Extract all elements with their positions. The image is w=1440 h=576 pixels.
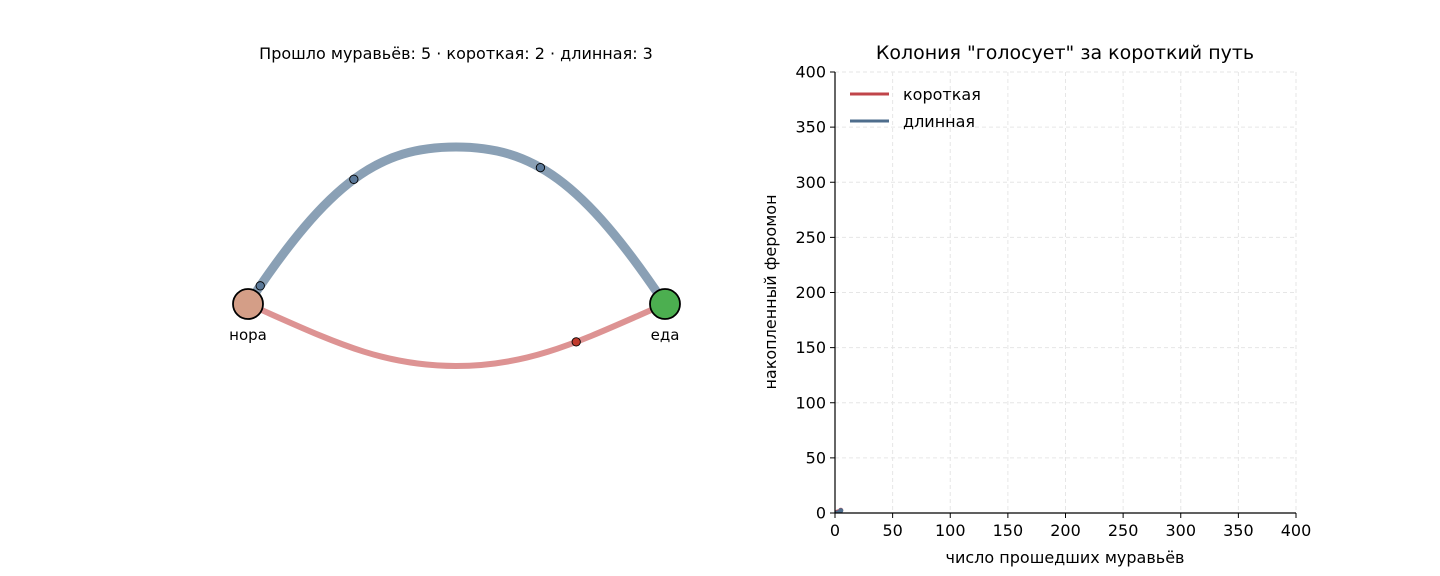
x-tick-label: 400 — [1281, 521, 1312, 540]
chart-series — [834, 507, 844, 514]
legend-label-1: длинная — [903, 112, 975, 131]
legend-label-0: короткая — [903, 85, 981, 104]
simulation-status-text: Прошло муравьёв: 5 · короткая: 2 · длинн… — [259, 44, 653, 63]
x-tick-label: 50 — [882, 521, 902, 540]
simulation-panel: Прошло муравьёв: 5 · короткая: 2 · длинн… — [229, 44, 681, 370]
nest-node — [232, 288, 264, 320]
y-ticks: 0 50 100 150 200 250 300 350 400 — [795, 63, 835, 523]
x-tick-label: 350 — [1223, 521, 1254, 540]
x-ticks: 0 50 100 150 200 250 300 350 400 — [830, 513, 1311, 540]
x-tick-label: 300 — [1165, 521, 1196, 540]
chart-title: Колония "голосует" за короткий путь — [876, 42, 1254, 64]
long-path — [243, 142, 670, 309]
ant-short-path-0 — [571, 337, 581, 347]
y-tick-label: 350 — [795, 118, 826, 137]
chart-legend: короткая длинная — [850, 85, 981, 131]
x-tick-label: 200 — [1050, 521, 1081, 540]
y-tick-label: 100 — [795, 393, 826, 412]
chart-grid — [835, 71, 1297, 513]
ant-long-path-0 — [255, 281, 265, 291]
short-path — [245, 301, 668, 370]
x-axis-label: число прошедших муравьёв — [946, 548, 1185, 567]
y-tick-label: 300 — [795, 173, 826, 192]
x-tick-label: 100 — [935, 521, 966, 540]
y-tick-label: 400 — [795, 63, 826, 82]
y-tick-label: 50 — [806, 448, 826, 467]
series-endpoint-1 — [838, 508, 844, 514]
y-axis-label: накопленный феромон — [761, 194, 780, 389]
y-tick-label: 0 — [816, 504, 826, 523]
x-tick-label: 250 — [1108, 521, 1139, 540]
y-tick-label: 200 — [795, 283, 826, 302]
pheromone-chart: Колония "голосует" за короткий путь 0 50 1… — [761, 42, 1311, 567]
y-tick-label: 250 — [795, 228, 826, 247]
x-tick-label: 150 — [993, 521, 1024, 540]
ant-long-path-2 — [535, 162, 546, 173]
ants-layer — [255, 162, 581, 347]
x-tick-label: 0 — [830, 521, 840, 540]
ant-long-path-1 — [349, 174, 359, 184]
food-label: еда — [651, 326, 680, 344]
y-tick-label: 150 — [795, 338, 826, 357]
food-node — [649, 288, 681, 320]
nest-label: нора — [229, 326, 267, 344]
